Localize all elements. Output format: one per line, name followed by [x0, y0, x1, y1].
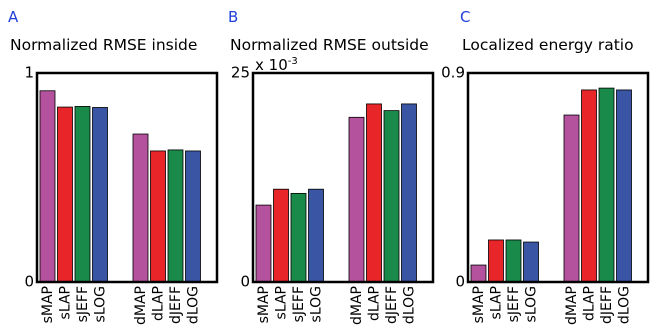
- panel-label: C: [460, 8, 470, 26]
- axes-box: [466, 71, 650, 284]
- bar: [383, 110, 400, 283]
- bar: [616, 89, 632, 283]
- bar: [598, 87, 615, 283]
- bar: [273, 188, 289, 283]
- bar: [581, 89, 597, 283]
- x-tick-label: dLOG: [186, 286, 202, 324]
- x-tick-label: sLAP: [58, 286, 74, 319]
- x-tick-label: sLAP: [274, 286, 290, 319]
- bar: [167, 149, 184, 283]
- bar: [505, 239, 522, 283]
- x-tick-label: dLAP: [151, 286, 167, 321]
- bar: [255, 204, 272, 283]
- bar: [290, 192, 307, 283]
- bar: [150, 150, 166, 283]
- y-tick-label: 1: [24, 64, 34, 82]
- x-tick-label: dJEFF: [599, 286, 615, 324]
- x-tick-label: sLAP: [489, 286, 505, 319]
- x-tick-label: sMAP: [40, 286, 56, 323]
- chart-title: Localized energy ratio: [462, 36, 634, 54]
- multiplier-base: x 10: [255, 56, 288, 74]
- bar: [308, 188, 324, 283]
- chart-title: Normalized RMSE inside: [10, 36, 197, 54]
- x-tick-label: dJEFF: [168, 286, 184, 324]
- bar: [401, 103, 417, 283]
- x-tick-label: dLAP: [582, 286, 598, 321]
- y-tick-label: 25: [231, 64, 250, 82]
- x-tick-label: sJEFF: [506, 286, 522, 322]
- bar: [185, 150, 201, 283]
- x-tick-label: sLOG: [93, 286, 109, 322]
- x-tick-label: dLOG: [402, 286, 418, 324]
- x-tick-label: dMAP: [564, 286, 580, 325]
- y-tick-label: 0: [24, 273, 34, 291]
- y-tick-label: 0.9: [441, 64, 465, 82]
- bar: [563, 114, 580, 283]
- bar: [132, 133, 149, 283]
- y-tick-label: 0: [240, 273, 250, 291]
- x-tick-label: dMAP: [133, 286, 149, 325]
- x-tick-label: sJEFF: [75, 286, 91, 322]
- x-tick-label: dJEFF: [384, 286, 400, 324]
- chart-title: Normalized RMSE outside: [230, 36, 429, 54]
- bar: [488, 239, 504, 283]
- bar: [523, 241, 539, 283]
- bar: [366, 103, 382, 283]
- x-tick-label: sLOG: [309, 286, 325, 322]
- bar: [74, 106, 91, 283]
- x-tick-label: sMAP: [256, 286, 272, 323]
- axis-multiplier: x 10-3: [255, 56, 298, 74]
- bar: [57, 106, 73, 283]
- x-tick-label: dLOG: [617, 286, 633, 324]
- x-tick-label: dMAP: [349, 286, 365, 325]
- axes-box: [251, 71, 435, 284]
- axes-box: [35, 71, 219, 284]
- x-tick-label: sMAP: [471, 286, 487, 323]
- panel-label: A: [8, 8, 19, 26]
- bar: [470, 264, 487, 283]
- bar: [39, 90, 56, 283]
- bar: [92, 107, 108, 283]
- x-tick-label: sJEFF: [291, 286, 307, 322]
- x-tick-label: sLOG: [524, 286, 540, 322]
- bar: [348, 116, 365, 283]
- x-tick-label: dLAP: [367, 286, 383, 321]
- panel-label: B: [228, 8, 238, 26]
- y-tick-label: 0: [455, 273, 465, 291]
- multiplier-exponent: -3: [288, 56, 298, 67]
